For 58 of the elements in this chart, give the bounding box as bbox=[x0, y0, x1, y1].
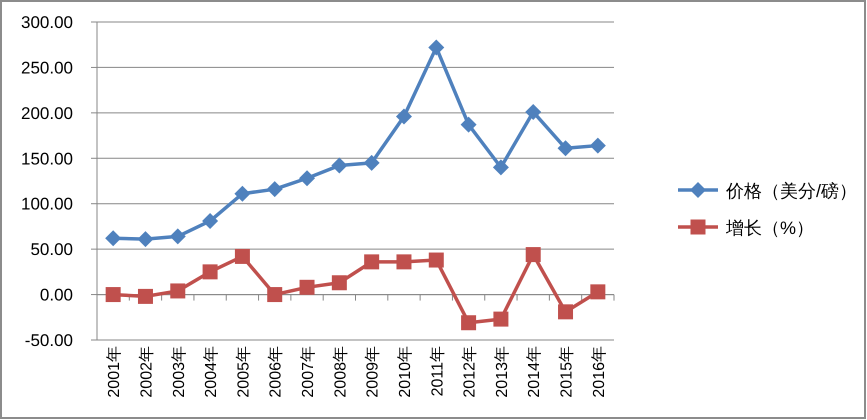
point bbox=[266, 181, 283, 198]
x-tick-label: 2011年 bbox=[429, 346, 446, 396]
point bbox=[106, 287, 121, 302]
point bbox=[590, 138, 606, 154]
point bbox=[526, 247, 541, 262]
point bbox=[202, 264, 218, 280]
x-tick-label: 2005年 bbox=[235, 346, 252, 398]
legend-label: 增长（%） bbox=[725, 218, 814, 238]
point bbox=[428, 252, 444, 268]
point bbox=[170, 283, 186, 298]
point bbox=[492, 159, 509, 176]
point bbox=[234, 186, 250, 202]
x-tick-label: 2010年 bbox=[396, 346, 414, 398]
point bbox=[267, 287, 282, 302]
point bbox=[332, 275, 347, 290]
point bbox=[558, 140, 574, 156]
x-tick-label: 2007年 bbox=[300, 346, 318, 398]
point bbox=[299, 170, 316, 186]
point bbox=[525, 104, 542, 120]
point bbox=[170, 228, 186, 244]
x-tick-label: 2012年 bbox=[462, 346, 479, 398]
x-tick-label: 2003年 bbox=[170, 346, 188, 398]
x-tick-label: 2008年 bbox=[332, 346, 350, 398]
x-tick-label: 2002年 bbox=[138, 346, 156, 398]
x-tick-label: 2014年 bbox=[526, 346, 544, 398]
y-tick-label: 150.00 bbox=[21, 149, 73, 168]
point bbox=[428, 39, 444, 56]
y-tick-label: -50.00 bbox=[24, 331, 73, 350]
y-tick-label: 300.00 bbox=[21, 13, 73, 32]
y-tick-label: 200.00 bbox=[21, 104, 73, 123]
point bbox=[138, 288, 153, 304]
point bbox=[300, 280, 315, 295]
legend-label: 价格（美分/磅） bbox=[725, 181, 858, 201]
x-tick-label: 2004年 bbox=[203, 346, 220, 398]
y-tick-label: 0.00 bbox=[40, 286, 73, 305]
point bbox=[396, 254, 412, 270]
point bbox=[331, 158, 348, 174]
y-tick-label: 250.00 bbox=[21, 58, 73, 78]
y-tick-label: 100.00 bbox=[21, 194, 73, 214]
point bbox=[493, 312, 508, 327]
point bbox=[590, 284, 606, 300]
point bbox=[461, 315, 476, 330]
point bbox=[202, 212, 218, 229]
point bbox=[137, 231, 154, 248]
point bbox=[396, 108, 412, 124]
x-tick-label: 2006年 bbox=[268, 346, 285, 398]
point bbox=[558, 304, 574, 320]
point bbox=[364, 254, 380, 270]
point bbox=[364, 154, 380, 171]
x-tick-label: 2009年 bbox=[364, 346, 382, 398]
x-tick-label: 2015年 bbox=[558, 346, 576, 398]
point bbox=[234, 248, 250, 264]
point bbox=[460, 116, 477, 133]
y-tick-label: 50.00 bbox=[30, 240, 73, 260]
x-tick-label: 2013年 bbox=[494, 346, 511, 398]
point bbox=[105, 230, 122, 246]
x-tick-label: 2016年 bbox=[590, 346, 608, 398]
x-tick-label: 2001年 bbox=[106, 346, 124, 398]
